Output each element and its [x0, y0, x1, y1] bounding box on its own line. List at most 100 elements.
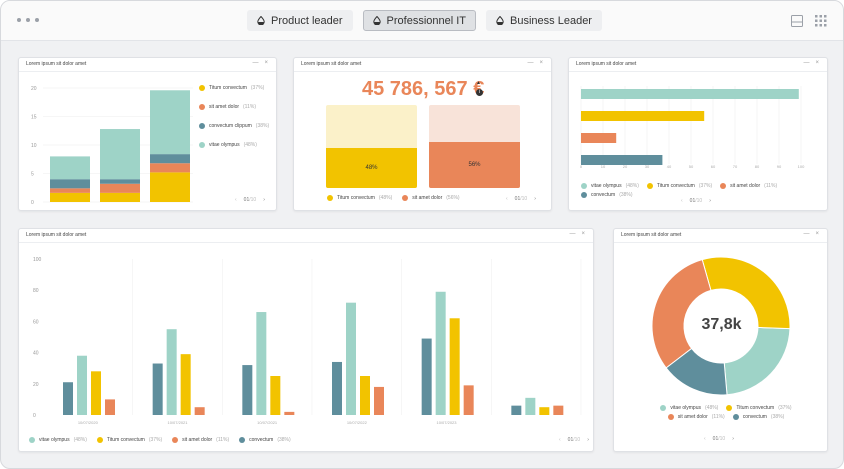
bar-sit-amet-dolor[interactable]	[194, 407, 205, 415]
next-page-icon[interactable]: ›	[732, 436, 734, 442]
bar-convectum[interactable]	[421, 338, 432, 415]
minimize-icon[interactable]: —	[569, 231, 576, 237]
legend-item[interactable]: sit amet dolor (11%)	[667, 414, 725, 420]
page-total: /10	[573, 437, 581, 443]
legend-item[interactable]: convectum (38%)	[732, 414, 784, 420]
legend-label: vitae olympus	[209, 142, 240, 148]
bar-segment-titum-convectum[interactable]	[50, 192, 90, 202]
prev-page-icon[interactable]: ‹	[704, 436, 706, 442]
legend-item[interactable]: Titum convectum (37%)	[726, 405, 792, 411]
grid-icon[interactable]	[815, 15, 827, 27]
bar-vitae-olympus[interactable]	[525, 397, 536, 415]
bar-segment-vitae-olympus[interactable]	[50, 156, 90, 180]
bar-sit-amet-dolor[interactable]	[105, 399, 115, 415]
bar-vitae-olympus[interactable]	[166, 329, 177, 415]
minimize-icon[interactable]: —	[527, 60, 534, 66]
legend-item[interactable]: sit amet dolor (11%)	[720, 183, 777, 189]
bar-titum-convectum[interactable]	[449, 318, 460, 415]
legend-item[interactable]: convectum clippum (38%)	[199, 123, 274, 129]
bar-convectum[interactable]	[332, 361, 342, 415]
layout-split-icon[interactable]	[791, 15, 803, 27]
page-total: /10	[718, 436, 726, 442]
chart-legend: vitae olympus (48%) Titum convectum (37%) si…	[29, 437, 291, 443]
legend-percent: (11%)	[216, 437, 230, 443]
bar-titum-convectum[interactable]	[360, 376, 370, 415]
donut-slice-vitae-olympus[interactable]	[723, 326, 791, 396]
card-header: Lorem ipsum sit dolor amet — ×	[19, 58, 276, 72]
legend-item[interactable]: sit amet dolor (56%)	[402, 195, 460, 201]
close-icon[interactable]: ×	[815, 60, 819, 66]
kpi-card: Lorem ipsum sit dolor amet — × 45 786, 56…	[293, 57, 552, 211]
legend-item[interactable]: convectum (38%)	[581, 192, 633, 198]
bar-vitae-olympus[interactable]	[435, 291, 446, 415]
prev-page-icon[interactable]: ‹	[681, 198, 683, 204]
bar-segment-vitae-olympus[interactable]	[150, 90, 190, 155]
close-icon[interactable]: ×	[815, 231, 819, 237]
bar-segment-sit-amet-dolor[interactable]	[150, 163, 190, 173]
x-tick-label: 10	[601, 164, 606, 169]
bar-sit-amet-dolor[interactable]	[374, 386, 384, 415]
bar-titum-convectum[interactable]	[270, 376, 281, 415]
bar-titum-convectum[interactable]	[539, 407, 550, 415]
bar-segment-sit-amet-dolor[interactable]	[100, 183, 140, 193]
legend-item[interactable]: Titum convectum (37%)	[96, 437, 162, 443]
bar-segment-sit-amet-dolor[interactable]	[50, 188, 90, 193]
tab-business-leader[interactable]: Business Leader	[486, 10, 602, 31]
prev-page-icon[interactable]: ‹	[235, 197, 237, 203]
next-page-icon[interactable]: ›	[263, 197, 265, 203]
bar-convectum[interactable]	[63, 382, 73, 415]
bar-segment-convectum-clippum[interactable]	[100, 179, 140, 184]
tab-professionnel-it[interactable]: Professionnel IT	[362, 10, 477, 31]
bar-sit-amet-dolor[interactable]	[284, 411, 295, 415]
bar-vitae-olympus[interactable]	[77, 355, 87, 415]
info-icon[interactable]: i	[476, 89, 483, 96]
legend-item[interactable]: convectum (38%)	[239, 437, 291, 443]
minimize-icon[interactable]: —	[252, 60, 259, 66]
bar-sit-amet-dolor[interactable]	[463, 385, 474, 415]
bar-convectum[interactable]	[581, 155, 663, 165]
donut-slice-convectum[interactable]	[665, 347, 728, 396]
legend-item[interactable]: vitae olympus (48%)	[581, 183, 639, 189]
minimize-icon[interactable]: —	[803, 60, 810, 66]
bar-titum-convectum[interactable]	[180, 354, 191, 415]
close-icon[interactable]: ×	[581, 231, 585, 237]
minimize-icon[interactable]: —	[803, 231, 810, 237]
next-page-icon[interactable]: ›	[534, 196, 536, 202]
legend-item[interactable]: Titum convectum (37%)	[646, 183, 712, 189]
x-tick-label: 10/07/2021	[167, 420, 188, 425]
bar-convectum[interactable]	[152, 363, 163, 415]
bar-convectum[interactable]	[511, 405, 522, 415]
bar-segment-convectum-clippum[interactable]	[50, 179, 90, 189]
window-menu-dots[interactable]	[17, 18, 39, 22]
bar-sit-amet-dolor[interactable]	[581, 133, 617, 143]
legend-item[interactable]: vitae olympus (48%)	[660, 405, 718, 411]
close-icon[interactable]: ×	[539, 60, 543, 66]
bar-segment-convectum-clippum[interactable]	[150, 154, 190, 164]
prev-page-icon[interactable]: ‹	[506, 196, 508, 202]
legend-item[interactable]: sit amet dolor (11%)	[172, 437, 229, 443]
chart-legend: vitae olympus (48%) Titum convectum (37%) si…	[581, 183, 821, 198]
donut-slice-sit-amet-dolor[interactable]	[651, 258, 712, 369]
bar-vitae-olympus[interactable]	[256, 312, 267, 415]
bar-sit-amet-dolor[interactable]	[553, 405, 564, 415]
donut-slice-titum-convectum[interactable]	[701, 256, 791, 330]
bar-convectum[interactable]	[242, 365, 253, 415]
legend-item[interactable]: sit amet dolor (11%)	[199, 104, 274, 110]
legend-item[interactable]: vitae olympus (48%)	[29, 437, 87, 443]
prev-page-icon[interactable]: ‹	[559, 437, 561, 443]
bar-segment-titum-convectum[interactable]	[150, 172, 190, 202]
legend-item[interactable]: Titum convectum (37%)	[199, 85, 274, 91]
legend-item[interactable]: Titum convectum (48%)	[327, 195, 392, 201]
close-icon[interactable]: ×	[264, 60, 268, 66]
legend-swatch	[199, 85, 205, 91]
bar-titum-convectum[interactable]	[581, 111, 705, 121]
bar-segment-titum-convectum[interactable]	[100, 192, 140, 202]
legend-item[interactable]: vitae olympus (48%)	[199, 142, 274, 148]
bar-vitae-olympus[interactable]	[346, 302, 356, 415]
bar-titum-convectum[interactable]	[91, 371, 101, 415]
bar-segment-vitae-olympus[interactable]	[100, 129, 140, 180]
next-page-icon[interactable]: ›	[587, 437, 589, 443]
bar-vitae-olympus[interactable]	[581, 89, 799, 99]
next-page-icon[interactable]: ›	[709, 198, 711, 204]
tab-product-leader[interactable]: Product leader	[247, 10, 353, 31]
